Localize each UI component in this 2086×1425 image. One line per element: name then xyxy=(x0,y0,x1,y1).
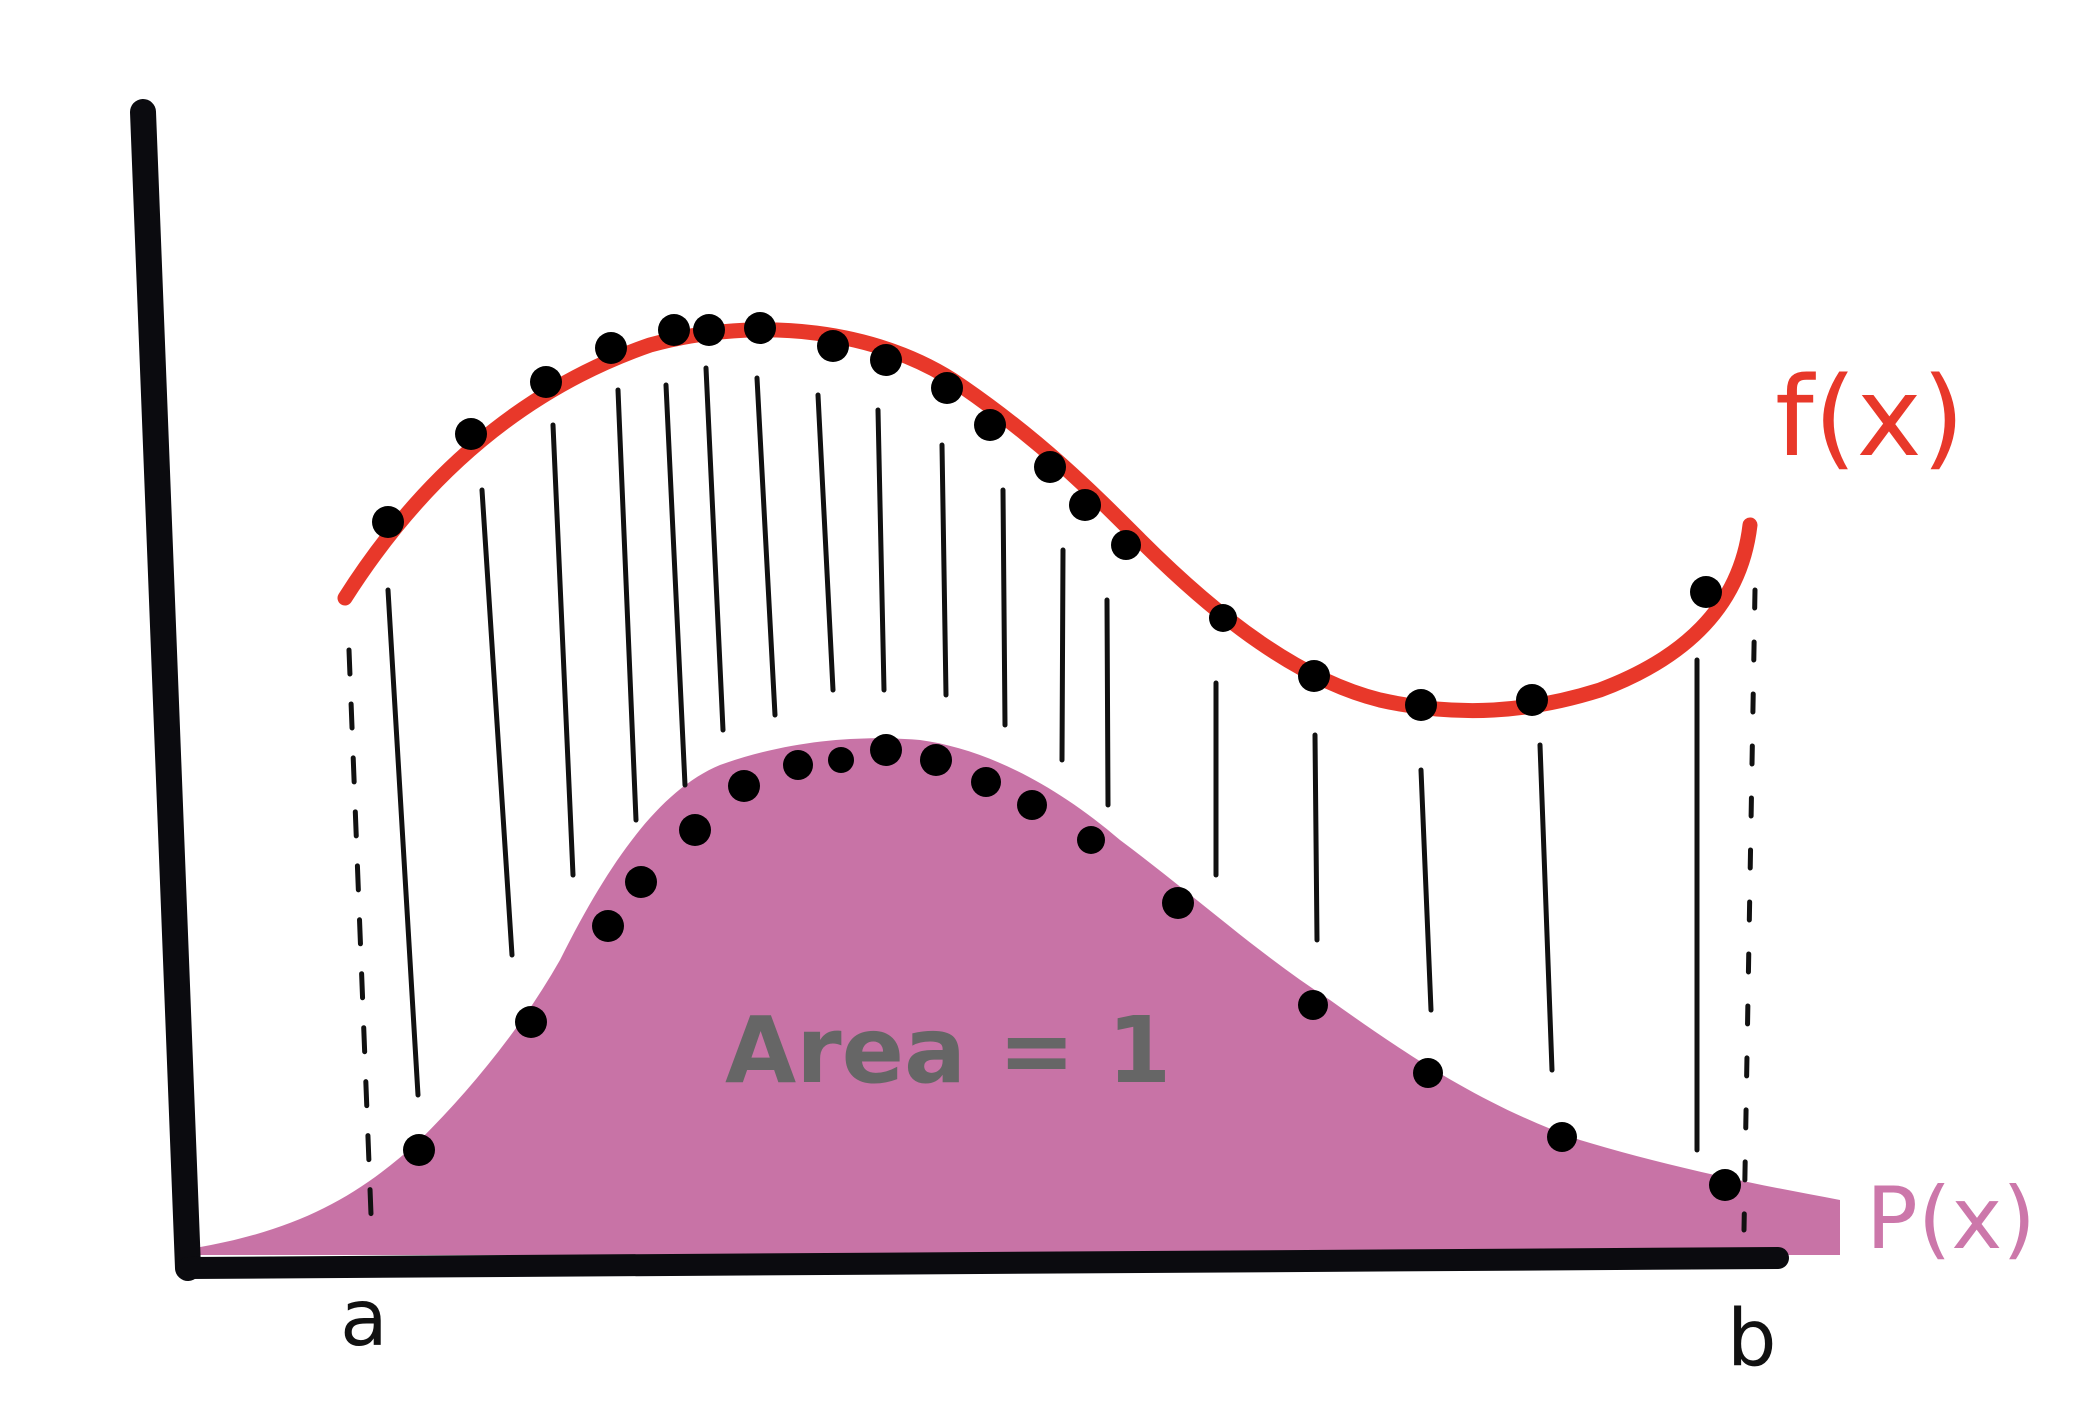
f-sample-point xyxy=(817,330,849,362)
p-density-area xyxy=(195,738,1840,1255)
bound-a-dashed-line xyxy=(346,647,375,1243)
f-sample-point xyxy=(1298,660,1330,692)
sample-line xyxy=(385,587,421,1098)
p-sample-point xyxy=(870,734,902,766)
p-sample-point xyxy=(920,744,952,776)
sample-connector-lines xyxy=(385,365,1700,1153)
sample-line xyxy=(875,407,887,693)
f-sample-point xyxy=(974,409,1006,441)
f-sample-point xyxy=(693,314,725,346)
y-axis xyxy=(130,99,201,1281)
area-label: Area = 1 xyxy=(725,997,1171,1104)
f-sample-point xyxy=(1690,576,1722,608)
sample-line xyxy=(663,382,688,788)
f-sample-point xyxy=(1034,451,1066,483)
sample-line xyxy=(1418,767,1434,1013)
p-label: P(x) xyxy=(1866,1169,2036,1269)
sample-line xyxy=(939,442,949,698)
p-sample-point xyxy=(783,750,813,780)
p-sample-point xyxy=(1162,887,1194,919)
p-sample-point xyxy=(679,814,711,846)
p-sample-points xyxy=(403,734,1741,1201)
f-sample-point xyxy=(1111,530,1141,560)
sample-line xyxy=(1104,597,1111,808)
p-sample-point xyxy=(403,1134,435,1166)
sample-line xyxy=(815,392,836,693)
f-sample-point xyxy=(658,314,690,346)
p-sample-point xyxy=(515,1006,547,1038)
p-sample-point xyxy=(625,866,657,898)
p-sample-point xyxy=(592,910,624,942)
sample-line xyxy=(754,375,778,718)
bound-b-dashed-line xyxy=(1741,587,1758,1233)
x-axis xyxy=(177,1247,1789,1279)
p-sample-point xyxy=(971,767,1001,797)
p-sample-point xyxy=(1547,1122,1577,1152)
f-sample-point xyxy=(1405,689,1437,721)
f-sample-point xyxy=(1069,489,1101,521)
sample-line xyxy=(479,487,515,958)
p-sample-point xyxy=(1017,790,1047,820)
f-sample-point xyxy=(1209,604,1237,632)
sample-line xyxy=(615,387,639,823)
f-sample-point xyxy=(870,344,902,376)
f-sample-point xyxy=(530,366,562,398)
p-sample-point xyxy=(1413,1058,1443,1088)
sample-line xyxy=(1059,547,1066,763)
a-label: a xyxy=(340,1274,388,1364)
f-sample-point xyxy=(372,506,404,538)
b-label: b xyxy=(1727,1294,1777,1384)
sample-line xyxy=(703,365,726,733)
sample-line xyxy=(550,422,576,878)
p-sample-point xyxy=(728,770,760,802)
p-sample-point xyxy=(1077,826,1105,854)
p-sample-point xyxy=(1709,1169,1741,1201)
f-sample-points xyxy=(372,312,1722,721)
p-sample-point xyxy=(1298,990,1328,1020)
f-sample-point xyxy=(744,312,776,344)
f-sample-point xyxy=(595,332,627,364)
sample-line xyxy=(1537,742,1555,1073)
p-sample-point xyxy=(828,747,854,773)
f-sample-point xyxy=(1516,684,1548,716)
f-label: f(x) xyxy=(1775,353,1965,481)
f-sample-point xyxy=(931,372,963,404)
f-sample-point xyxy=(455,418,487,450)
sample-line xyxy=(1000,487,1008,728)
sample-line xyxy=(1312,732,1320,943)
